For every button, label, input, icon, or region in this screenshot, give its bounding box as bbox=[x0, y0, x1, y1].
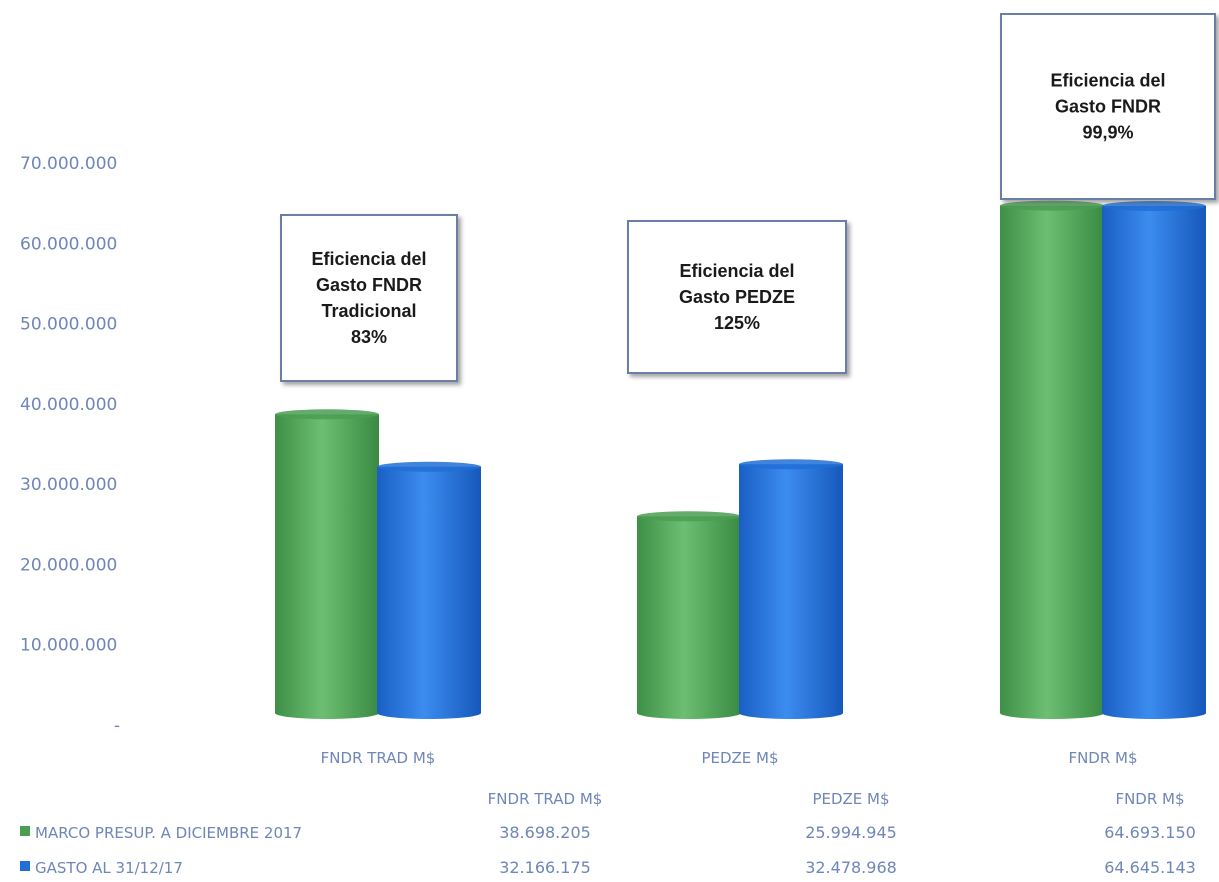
callout-line: Gasto PEDZE bbox=[679, 287, 795, 307]
legend-label: MARCO PRESUP. A DICIEMBRE 2017 bbox=[35, 824, 302, 842]
y-tick-label: 60.000.000 bbox=[20, 234, 117, 254]
x-category-label: FNDR M$ bbox=[1068, 749, 1137, 767]
table-header: PEDZE M$ bbox=[812, 790, 889, 808]
y-axis: - 10.000.000 20.000.000 30.000.000 40.000.00… bbox=[20, 154, 120, 736]
callout-line: Gasto FNDR bbox=[316, 275, 422, 295]
callout-line: Gasto FNDR bbox=[1055, 97, 1161, 117]
callout-line: 83% bbox=[351, 327, 387, 347]
table-value: 25.994.945 bbox=[805, 823, 897, 842]
bar-marco-1 bbox=[637, 511, 741, 719]
y-tick-label: 20.000.000 bbox=[20, 555, 117, 575]
bar-gasto-0 bbox=[377, 461, 481, 719]
callout-line: Eficiencia del bbox=[679, 261, 794, 281]
bar-body bbox=[275, 414, 379, 713]
efficiency-callout-1: Eficiencia del Gasto PEDZE 125% bbox=[627, 220, 847, 374]
bar-body bbox=[1102, 205, 1206, 713]
callout-line: 99,9% bbox=[1082, 123, 1133, 143]
table-header: FNDR M$ bbox=[1115, 790, 1184, 808]
bar-top bbox=[377, 461, 481, 472]
bar-body bbox=[739, 464, 843, 713]
y-tick-label: 70.000.000 bbox=[20, 154, 117, 174]
bar-marco-0 bbox=[275, 409, 379, 719]
bar-top bbox=[739, 459, 843, 470]
efficiency-callout-2: Eficiencia del Gasto FNDR 99,9% bbox=[1000, 13, 1216, 200]
bar-base bbox=[637, 707, 741, 719]
y-tick-label: - bbox=[114, 716, 120, 736]
callout-line: 125% bbox=[714, 313, 760, 333]
bars bbox=[275, 200, 1206, 719]
y-tick-label: 10.000.000 bbox=[20, 636, 117, 656]
table-row-0: MARCO PRESUP. A DICIEMBRE 2017 38.698.205… bbox=[20, 823, 1196, 842]
table-value: 32.166.175 bbox=[499, 858, 591, 877]
bar-base bbox=[377, 707, 481, 719]
table-row-1: GASTO AL 31/12/17 32.166.175 32.478.968 64.… bbox=[20, 858, 1196, 877]
data-table: FNDR TRAD M$ PEDZE M$ FNDR M$ MARCO PRESUP.… bbox=[20, 790, 1196, 877]
y-tick-label: 30.000.000 bbox=[20, 475, 117, 495]
bar-base bbox=[1102, 707, 1206, 719]
table-value: 32.478.968 bbox=[805, 858, 897, 877]
legend-label: GASTO AL 31/12/17 bbox=[35, 859, 183, 877]
bar-top bbox=[275, 409, 379, 420]
callout-box bbox=[627, 220, 847, 374]
bar-marco-2 bbox=[1000, 200, 1104, 719]
bar-base bbox=[739, 707, 843, 719]
callout-line: Eficiencia del bbox=[1050, 71, 1165, 91]
table-header: FNDR TRAD M$ bbox=[488, 790, 603, 808]
bar-base bbox=[275, 707, 379, 719]
efficiency-callout-0: Eficiencia del Gasto FNDR Tradicional 83% bbox=[280, 214, 458, 382]
bar-gasto-2 bbox=[1102, 200, 1206, 719]
bar-body bbox=[377, 466, 481, 713]
table-value: 64.693.150 bbox=[1104, 823, 1196, 842]
bar-top bbox=[1102, 200, 1206, 211]
x-category-label: FNDR TRAD M$ bbox=[321, 749, 436, 767]
callout-box bbox=[280, 214, 458, 382]
callout-line: Tradicional bbox=[321, 301, 416, 321]
bar-top bbox=[1000, 200, 1104, 211]
y-tick-label: 50.000.000 bbox=[20, 315, 117, 335]
x-axis: FNDR TRAD M$ PEDZE M$ FNDR M$ bbox=[321, 749, 1138, 767]
callout-box bbox=[1000, 13, 1216, 200]
x-category-label: PEDZE M$ bbox=[701, 749, 778, 767]
table-value: 64.645.143 bbox=[1104, 858, 1196, 877]
bar-base bbox=[1000, 707, 1104, 719]
callout-line: Eficiencia del bbox=[311, 249, 426, 269]
y-tick-label: 40.000.000 bbox=[20, 395, 117, 415]
bar-body bbox=[637, 516, 741, 713]
table-value: 38.698.205 bbox=[499, 823, 591, 842]
legend-swatch bbox=[20, 826, 30, 836]
bar-body bbox=[1000, 205, 1104, 713]
bar-top bbox=[637, 511, 741, 522]
bar-gasto-1 bbox=[739, 459, 843, 719]
legend-swatch bbox=[20, 861, 30, 871]
